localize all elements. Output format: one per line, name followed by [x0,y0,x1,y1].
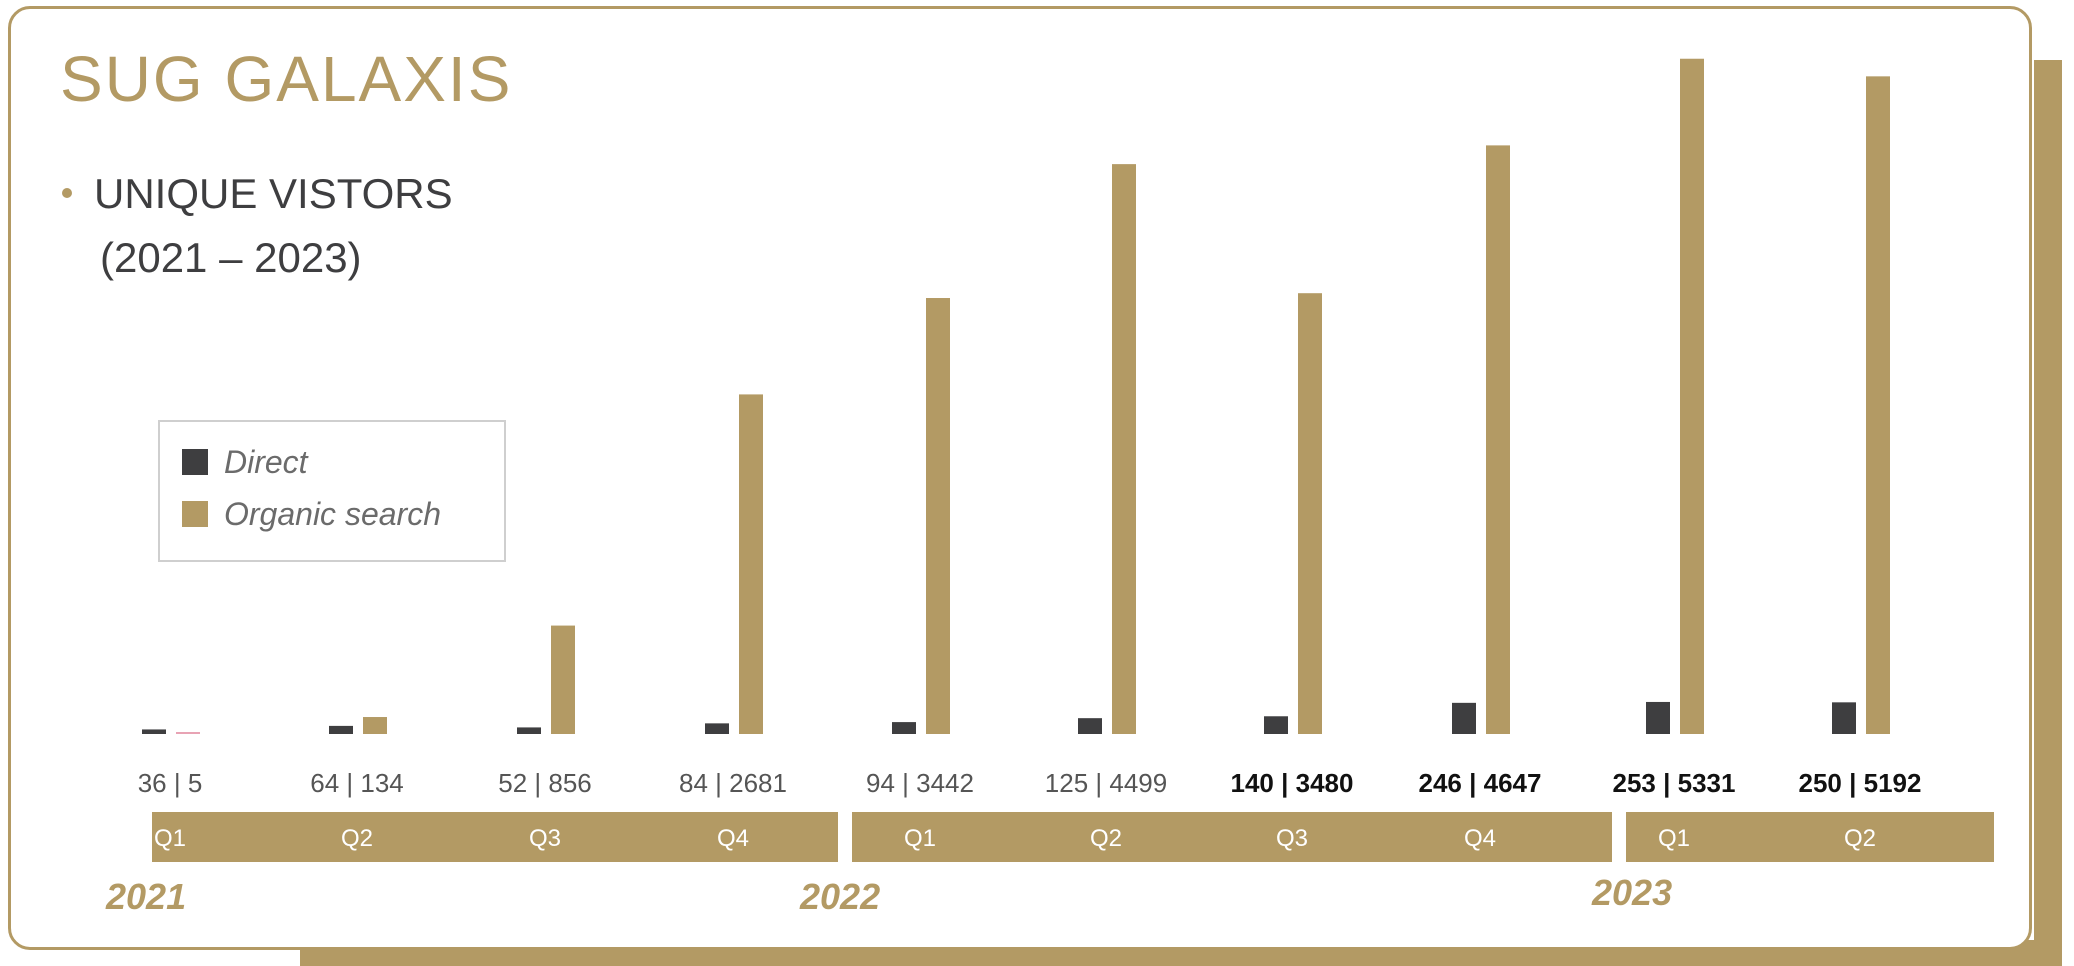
quarter-label: Q1 [904,825,936,852]
data-label: 36 | 5 [138,768,203,798]
quarter-band-2022 [852,812,1612,862]
bullet-icon [62,187,72,198]
quarter-band-2021 [152,812,838,862]
frame-shadow-right [2034,60,2062,966]
data-label: 250 | 5192 [1799,768,1922,798]
bar-organic [926,298,950,734]
legend-item-organic: Organic search [182,496,441,533]
bar-organic [551,625,575,734]
year-label-2021: 2021 [106,876,187,917]
data-label: 140 | 3480 [1231,768,1354,798]
data-label: 94 | 3442 [866,768,974,798]
bar-organic [1112,164,1136,735]
quarter-label: Q4 [1464,825,1496,852]
chart-legend: Direct Organic search [158,420,506,562]
bar-direct [517,727,541,734]
bar-organic [1866,76,1890,734]
bar-organic [176,732,200,734]
bar-direct [1646,701,1670,734]
legend-item-direct: Direct [182,444,308,481]
bar-organic [1298,293,1322,734]
legend-swatch-organic [182,500,208,527]
legend-label-direct: Direct [224,444,308,480]
data-label: 84 | 2681 [679,768,787,798]
quarter-label: Q1 [1658,825,1690,852]
chart-subtitle: UNIQUE VISTORS (2021 – 2023) [62,162,453,290]
bar-direct [1078,718,1102,734]
bar-organic [363,717,387,734]
subtitle-line-2: (2021 – 2023) [100,234,362,281]
data-label: 246 | 4647 [1419,768,1542,798]
bar-direct [705,723,729,734]
quarter-label: Q1 [154,825,186,852]
subtitle-line-1: UNIQUE VISTORS [94,170,453,217]
year-label-2023: 2023 [1592,872,1673,913]
quarter-label: Q4 [717,825,749,852]
quarter-label: Q2 [341,825,373,852]
quarter-label: Q2 [1090,825,1122,852]
bar-direct [892,722,916,734]
bar-organic [739,394,763,734]
data-label: 125 | 4499 [1045,768,1167,798]
year-label-2022: 2022 [800,876,881,917]
quarter-label: Q3 [1276,825,1308,852]
data-label: 52 | 856 [498,768,592,798]
legend-label-organic: Organic search [224,496,441,532]
quarter-band-2023 [1626,812,1994,862]
bar-direct [142,729,166,734]
data-label: 253 | 5331 [1613,768,1736,798]
page-title: SUG GALAXIS [60,43,513,115]
quarter-label: Q2 [1844,825,1876,852]
bar-direct [1264,716,1288,734]
bar-organic [1486,145,1510,734]
quarter-label: Q3 [529,825,561,852]
data-label: 64 | 134 [310,768,404,798]
bar-direct [1452,702,1476,734]
bar-direct [1832,702,1856,734]
legend-swatch-direct [182,448,208,475]
bar-direct [329,725,353,734]
bar-organic [1680,58,1704,735]
